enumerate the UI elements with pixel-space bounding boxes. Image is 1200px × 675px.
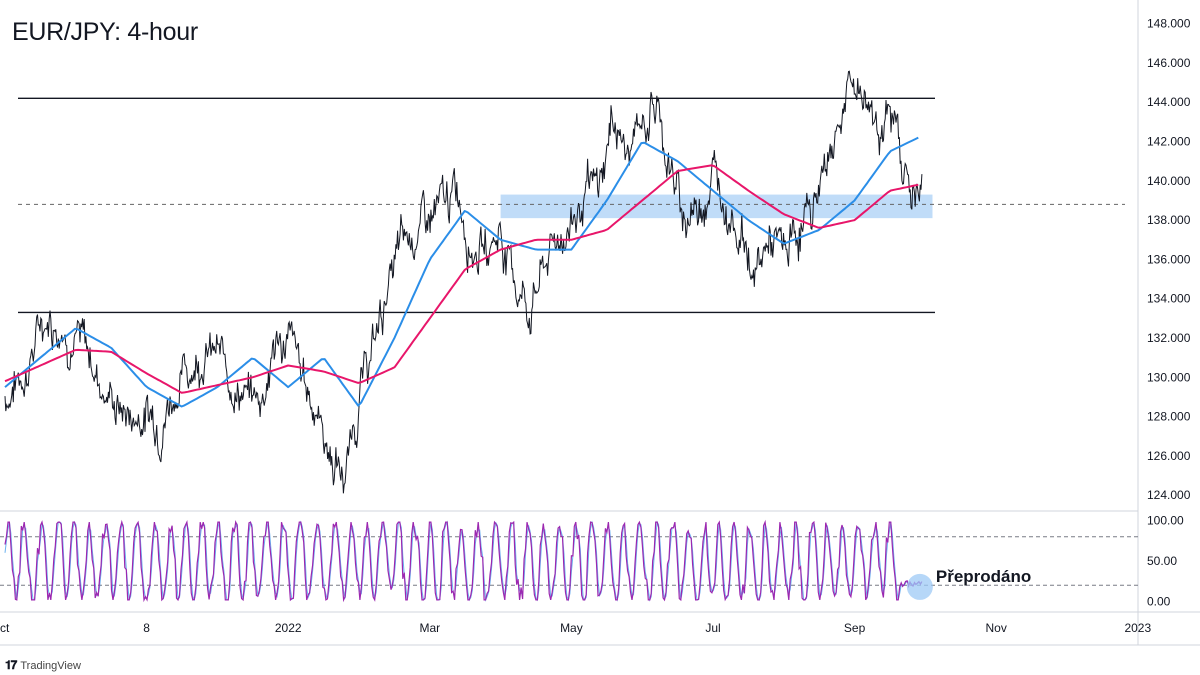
oscillator-tick-label: 100.00: [1147, 513, 1184, 527]
time-tick-label: Nov: [986, 621, 1007, 635]
moving-average-layer: [4, 136, 919, 408]
oscillator-tick-label: 0.00: [1147, 595, 1171, 609]
oversold-annotation: Přeprodáno: [906, 567, 1031, 600]
time-tick-label: 2022: [275, 621, 302, 635]
tradingview-name: TradingView: [20, 659, 81, 672]
oversold-label: Přeprodáno: [936, 567, 1031, 586]
price-tick-label: 130.000: [1147, 370, 1191, 384]
chart-title: EUR/JPY: 4-hour: [12, 18, 198, 47]
time-tick-label: 2023: [1124, 621, 1151, 635]
price-tick-label: 138.000: [1147, 213, 1191, 227]
price-tick-label: 132.000: [1147, 331, 1191, 345]
time-tick-label: ct: [0, 621, 10, 635]
price-tick-label: 142.000: [1147, 135, 1191, 149]
oscillator-axis-labels: 100.00 50.00 0.00: [1147, 513, 1184, 608]
price-axis-labels: 148.000 146.000 144.000 142.000 140.000 138.0…: [1147, 17, 1191, 503]
reference-lines-layer: [18, 97, 1125, 314]
price-tick-label: 146.000: [1147, 56, 1191, 70]
time-axis-labels: ct 8 2022 Mar May Jul Sep Nov 2023: [0, 621, 1151, 635]
oversold-marker-circle[interactable]: [906, 573, 933, 600]
price-tick-label: 144.000: [1147, 95, 1191, 109]
price-tick-label: 140.000: [1147, 174, 1191, 188]
price-tick-label: 126.000: [1147, 449, 1191, 463]
price-line[interactable]: [4, 70, 923, 494]
oscillator-main-line[interactable]: [4, 519, 923, 603]
price-tick-label: 134.000: [1147, 292, 1191, 306]
time-tick-label: May: [560, 621, 583, 635]
moving-average-line-2[interactable]: [4, 164, 919, 394]
time-tick-label: Jul: [705, 621, 720, 635]
tradingview-logo-icon: 𝟏𝟕: [5, 658, 17, 672]
time-tick-label: 8: [143, 621, 150, 635]
stochastic-oscillator-layer: [0, 519, 1138, 603]
price-series-layer: [4, 70, 923, 494]
highlight-zone[interactable]: [500, 194, 933, 219]
time-tick-label: Sep: [844, 621, 866, 635]
chart-title-text: EUR/JPY: 4-hour: [12, 18, 198, 46]
support-resistance-zone-layer: [500, 194, 933, 219]
price-tick-label: 148.000: [1147, 17, 1191, 31]
tradingview-brand[interactable]: 𝟏𝟕 TradingView: [5, 658, 81, 673]
price-tick-label: 128.000: [1147, 410, 1191, 424]
price-tick-label: 124.000: [1147, 488, 1191, 502]
price-tick-label: 136.000: [1147, 252, 1191, 266]
moving-average-line-1[interactable]: [4, 136, 919, 408]
time-tick-label: Mar: [419, 621, 440, 635]
oscillator-tick-label: 50.00: [1147, 554, 1177, 568]
